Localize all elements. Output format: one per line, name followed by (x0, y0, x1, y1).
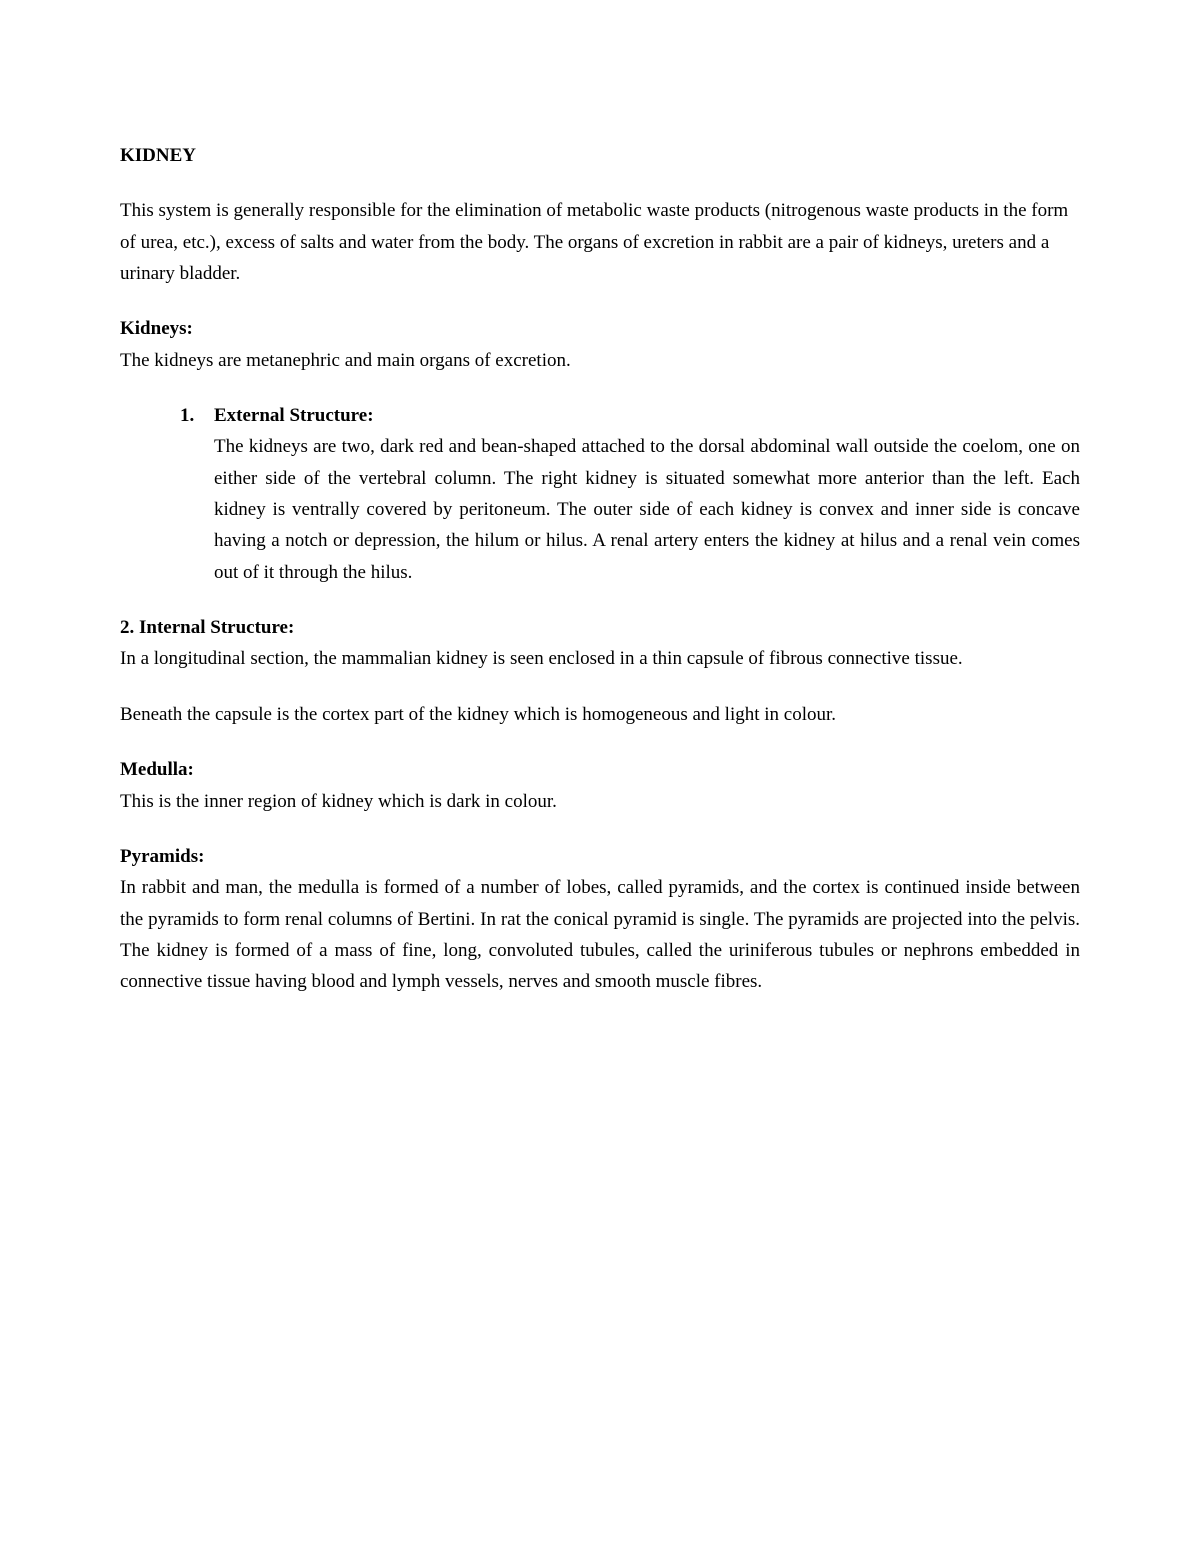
pyramids-section: Pyramids: In rabbit and man, the medulla… (120, 841, 1080, 998)
external-body: The kidneys are two, dark red and bean-s… (180, 431, 1080, 588)
medulla-section: Medulla: This is the inner region of kid… (120, 754, 1080, 817)
external-heading: External Structure: (208, 400, 374, 431)
intro-paragraph: This system is generally responsible for… (120, 195, 1080, 289)
pyramids-heading: Pyramids: (120, 841, 1080, 872)
medulla-heading: Medulla: (120, 754, 1080, 785)
kidneys-section: Kidneys: The kidneys are metanephric and… (120, 313, 1080, 376)
external-heading-row: 1. External Structure: (180, 400, 1080, 431)
internal-structure-section: 2. Internal Structure: In a longitudinal… (120, 612, 1080, 730)
page-title: KIDNEY (120, 140, 1080, 171)
kidneys-body: The kidneys are metanephric and main org… (120, 345, 1080, 376)
external-structure-section: 1. External Structure: The kidneys are t… (120, 400, 1080, 588)
pyramids-body: In rabbit and man, the medulla is formed… (120, 872, 1080, 997)
external-list-number: 1. (180, 400, 208, 431)
medulla-body: This is the inner region of kidney which… (120, 786, 1080, 817)
internal-heading: 2. Internal Structure: (120, 612, 1080, 643)
internal-body-1: In a longitudinal section, the mammalian… (120, 643, 1080, 674)
internal-body-2: Beneath the capsule is the cortex part o… (120, 699, 1080, 730)
kidneys-heading: Kidneys: (120, 313, 1080, 344)
